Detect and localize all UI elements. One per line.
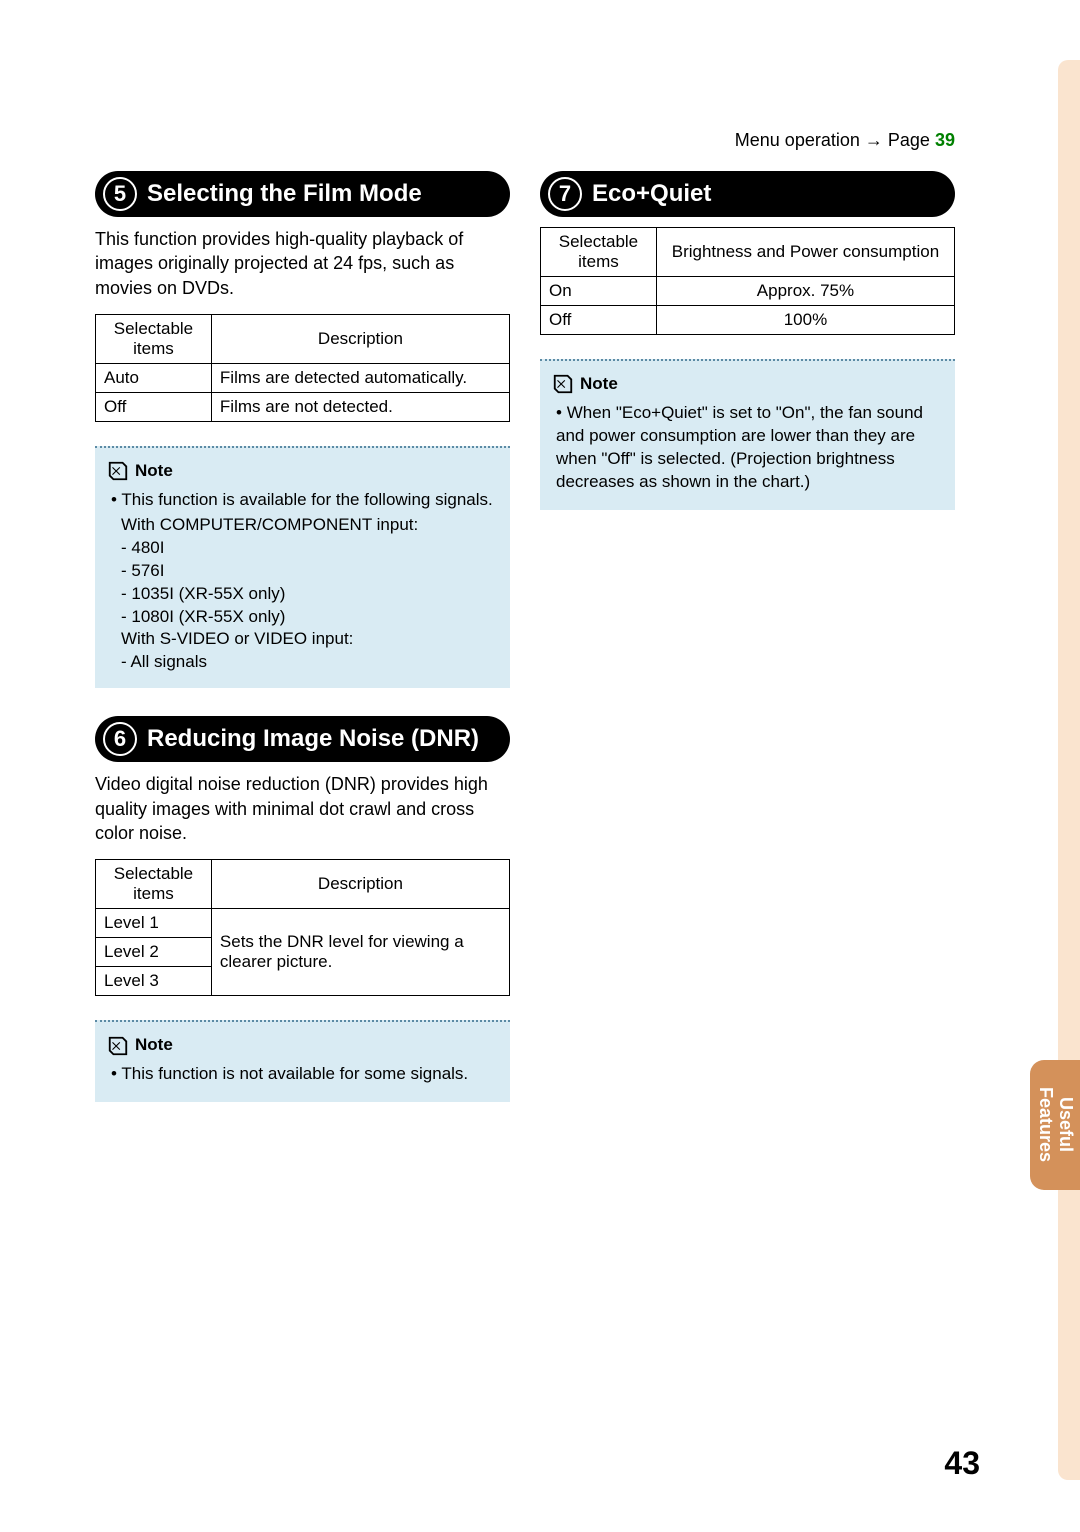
right-column: 7 Eco+Quiet Selectable items Brightness … bbox=[540, 171, 955, 1130]
dnr-table: Selectable items Description Level 1 Set… bbox=[95, 859, 510, 996]
table-row: Auto Films are detected automatically. bbox=[96, 363, 510, 392]
table-row: Off 100% bbox=[541, 306, 955, 335]
section-6-note: Note This function is not available for … bbox=[95, 1020, 510, 1102]
note-bullet: When "Eco+Quiet" is set to "On", the fan… bbox=[556, 402, 943, 494]
note-bullet: This function is available for the follo… bbox=[111, 489, 498, 512]
col-description: Description bbox=[211, 860, 509, 909]
section-7-note: Note When "Eco+Quiet" is set to "On", th… bbox=[540, 359, 955, 510]
section-6-header: 6 Reducing Image Noise (DNR) bbox=[95, 716, 510, 762]
note-icon bbox=[107, 460, 129, 482]
cell-item: Level 3 bbox=[96, 967, 212, 996]
table-row: Selectable items Description bbox=[96, 314, 510, 363]
cell-desc: Approx. 75% bbox=[656, 277, 954, 306]
eco-quiet-table: Selectable items Brightness and Power co… bbox=[540, 227, 955, 335]
col-selectable: Selectable items bbox=[96, 860, 212, 909]
page-ref-number: 39 bbox=[935, 130, 955, 150]
menu-operation-ref: Menu operation → Page 39 bbox=[95, 130, 955, 151]
cell-item: On bbox=[541, 277, 657, 306]
cell-desc: Films are not detected. bbox=[211, 392, 509, 421]
cell-desc-merged: Sets the DNR level for viewing a clearer… bbox=[211, 909, 509, 996]
right-color-strip bbox=[1058, 60, 1080, 1480]
side-tab-line1: Useful bbox=[1056, 1097, 1076, 1152]
cell-item: Off bbox=[96, 392, 212, 421]
col-selectable: Selectable items bbox=[541, 228, 657, 277]
side-tab-line2: Features bbox=[1036, 1087, 1056, 1162]
note-header: Note bbox=[107, 1034, 498, 1057]
note-label: Note bbox=[580, 373, 618, 396]
col-selectable: Selectable items bbox=[96, 314, 212, 363]
col-brightness: Brightness and Power consumption bbox=[656, 228, 954, 277]
note-line: - 1035I (XR-55X only) bbox=[121, 583, 498, 606]
section-5-header: 5 Selecting the Film Mode bbox=[95, 171, 510, 217]
section-6-number: 6 bbox=[103, 722, 137, 756]
note-header: Note bbox=[107, 460, 498, 483]
note-header: Note bbox=[552, 373, 943, 396]
note-line: - All signals bbox=[121, 651, 498, 674]
section-7-number: 7 bbox=[548, 177, 582, 211]
note-line: With S-VIDEO or VIDEO input: bbox=[121, 628, 498, 651]
table-row: Selectable items Brightness and Power co… bbox=[541, 228, 955, 277]
section-5-number: 5 bbox=[103, 177, 137, 211]
section-7-header: 7 Eco+Quiet bbox=[540, 171, 955, 217]
section-6-title: Reducing Image Noise (DNR) bbox=[147, 725, 479, 753]
section-6-intro: Video digital noise reduction (DNR) prov… bbox=[95, 772, 510, 845]
note-icon bbox=[107, 1035, 129, 1057]
cell-desc: 100% bbox=[656, 306, 954, 335]
note-line: - 576I bbox=[121, 560, 498, 583]
cell-item: Level 1 bbox=[96, 909, 212, 938]
table-row: Off Films are not detected. bbox=[96, 392, 510, 421]
section-7-title: Eco+Quiet bbox=[592, 180, 711, 208]
note-line: - 480I bbox=[121, 537, 498, 560]
section-5-title: Selecting the Film Mode bbox=[147, 180, 422, 208]
page-label: Page bbox=[888, 130, 930, 150]
menu-op-prefix: Menu operation bbox=[735, 130, 860, 150]
note-line: With COMPUTER/COMPONENT input: bbox=[121, 514, 498, 537]
left-column: 5 Selecting the Film Mode This function … bbox=[95, 171, 510, 1130]
section-5-intro: This function provides high-quality play… bbox=[95, 227, 510, 300]
cell-item: Level 2 bbox=[96, 938, 212, 967]
table-row: Level 1 Sets the DNR level for viewing a… bbox=[96, 909, 510, 938]
page-content: Menu operation → Page 39 5 Selecting the… bbox=[95, 130, 955, 1130]
arrow-icon: → bbox=[865, 130, 883, 150]
cell-item: Auto bbox=[96, 363, 212, 392]
col-description: Description bbox=[211, 314, 509, 363]
side-tab: Useful Features bbox=[1030, 1060, 1080, 1190]
note-line: - 1080I (XR-55X only) bbox=[121, 606, 498, 629]
page-number: 43 bbox=[944, 1445, 980, 1482]
film-mode-table: Selectable items Description Auto Films … bbox=[95, 314, 510, 422]
note-label: Note bbox=[135, 1034, 173, 1057]
cell-item: Off bbox=[541, 306, 657, 335]
section-5-note: Note This function is available for the … bbox=[95, 446, 510, 688]
note-bullet: This function is not available for some … bbox=[111, 1063, 498, 1086]
cell-desc: Films are detected automatically. bbox=[211, 363, 509, 392]
note-label: Note bbox=[135, 460, 173, 483]
side-tab-text: Useful Features bbox=[1035, 1087, 1075, 1162]
table-row: On Approx. 75% bbox=[541, 277, 955, 306]
table-row: Selectable items Description bbox=[96, 860, 510, 909]
note-icon bbox=[552, 373, 574, 395]
